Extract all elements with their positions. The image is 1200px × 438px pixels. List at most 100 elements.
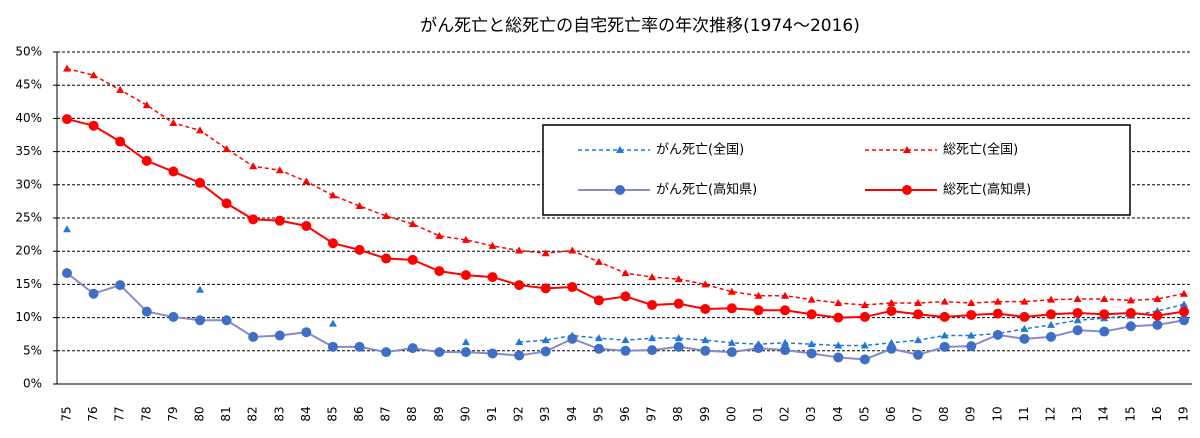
marker [141, 306, 152, 317]
marker [461, 338, 470, 346]
marker [887, 338, 896, 346]
series [62, 268, 1189, 365]
marker [992, 308, 1003, 319]
x-tick-label: 16 [1150, 406, 1164, 421]
marker [195, 126, 204, 134]
x-tick-label: 77 [113, 406, 127, 421]
marker [62, 268, 72, 279]
marker [859, 311, 870, 322]
y-tick-label: 0% [23, 377, 42, 391]
marker [834, 298, 843, 306]
marker [913, 349, 924, 360]
x-tick-label: 94 [565, 406, 579, 421]
legend-box [542, 124, 1131, 216]
marker [515, 246, 524, 254]
marker [194, 177, 205, 188]
marker [354, 341, 365, 352]
marker [673, 341, 684, 352]
x-tick-label: 89 [432, 406, 446, 421]
marker [460, 270, 471, 281]
marker [487, 272, 498, 283]
marker [63, 225, 71, 233]
marker [89, 71, 98, 79]
marker [620, 345, 631, 356]
marker [727, 338, 736, 346]
marker [354, 244, 365, 255]
marker [1047, 320, 1056, 328]
legend-label: 総死亡(全国) [943, 142, 1018, 158]
marker [328, 191, 337, 199]
x-tick-label: 12 [1044, 406, 1058, 421]
marker [1179, 306, 1189, 317]
marker [1180, 300, 1188, 308]
y-tick-label: 40% [15, 111, 42, 125]
marker [1099, 309, 1110, 320]
marker [1100, 295, 1109, 303]
marker [567, 333, 578, 344]
marker [992, 329, 1003, 340]
marker [1019, 311, 1030, 322]
marker [700, 345, 711, 356]
marker [221, 315, 232, 326]
marker [1020, 297, 1029, 305]
legend-marker [903, 146, 911, 153]
y-tick-label: 50% [15, 45, 42, 59]
marker [940, 297, 949, 305]
marker [966, 309, 977, 320]
marker [1179, 315, 1189, 326]
x-tick-label: 91 [485, 406, 499, 421]
marker [221, 198, 232, 209]
marker [887, 298, 896, 306]
x-tick-label: 79 [166, 406, 180, 421]
marker [1020, 324, 1029, 332]
marker [222, 144, 231, 152]
marker [301, 220, 312, 231]
marker [807, 340, 816, 348]
x-tick-label: 09 [964, 406, 978, 421]
x-tick-label: 92 [512, 406, 526, 421]
marker [780, 305, 791, 316]
marker [807, 295, 816, 303]
marker [993, 297, 1002, 305]
marker [88, 288, 99, 299]
marker [701, 336, 710, 344]
x-tick-label: 02 [778, 406, 792, 421]
marker [621, 269, 630, 277]
marker [195, 285, 204, 293]
marker [753, 305, 764, 316]
marker [673, 298, 684, 309]
marker [275, 166, 284, 174]
marker [967, 298, 976, 306]
marker [514, 280, 525, 291]
marker [1180, 289, 1188, 297]
marker [833, 352, 844, 363]
y-tick-label: 5% [23, 343, 42, 357]
marker [833, 312, 844, 323]
x-tick-label: 85 [325, 406, 339, 421]
x-tick-label: 03 [804, 406, 818, 421]
marker [727, 287, 736, 295]
marker [327, 341, 338, 352]
x-tick-label: 06 [884, 406, 898, 421]
marker [168, 311, 179, 322]
marker [593, 295, 604, 306]
marker [966, 341, 977, 352]
x-tick-label: 95 [591, 406, 605, 421]
marker [301, 327, 312, 338]
marker [1073, 295, 1082, 303]
y-tick-label: 30% [15, 177, 42, 191]
marker [648, 334, 657, 342]
marker [274, 330, 285, 341]
marker [63, 64, 71, 72]
marker [886, 343, 897, 354]
marker [647, 345, 658, 356]
x-tick-label: 00 [724, 406, 738, 421]
marker [620, 291, 631, 302]
y-tick-label: 45% [15, 78, 42, 92]
legend-marker [615, 185, 625, 195]
marker [567, 282, 578, 293]
marker [194, 315, 205, 326]
marker [541, 336, 550, 344]
marker [914, 298, 923, 306]
marker [461, 235, 470, 243]
